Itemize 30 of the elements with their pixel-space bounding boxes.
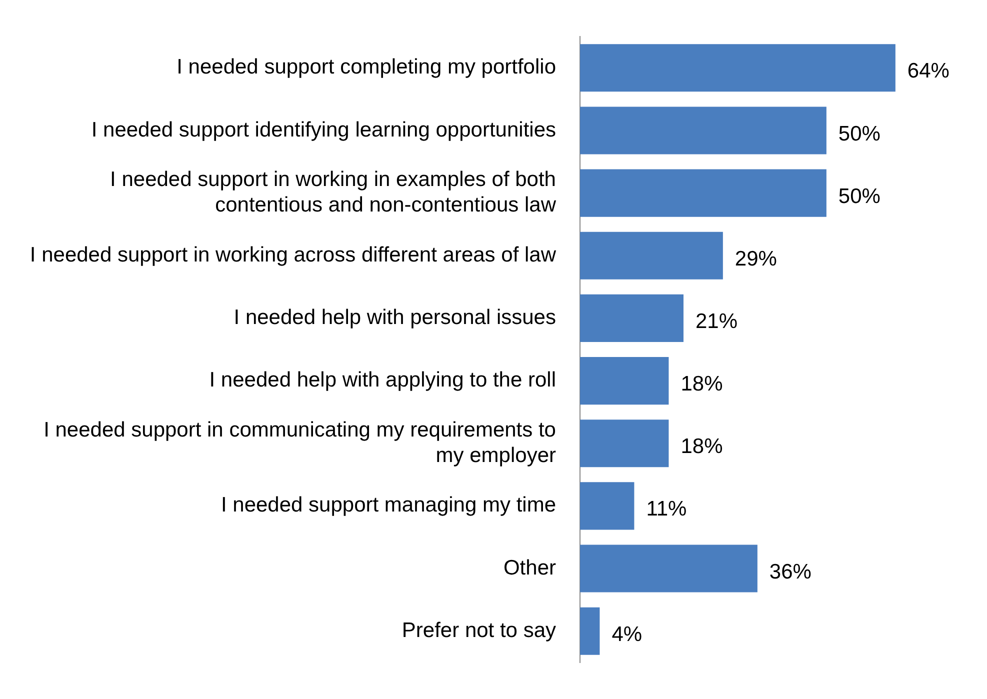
data-label: 64%: [907, 60, 950, 83]
y-tick-label: Prefer not to say: [402, 618, 556, 642]
bar: [580, 106, 826, 154]
y-tick-label: I needed support in working in examples of both contentious and non-contentious law: [110, 168, 557, 216]
bar: [580, 169, 826, 217]
bar: [580, 294, 684, 342]
bar: [580, 420, 669, 468]
bar: [580, 544, 758, 592]
y-tick-label: I needed support in working across different areas of law: [30, 243, 557, 266]
bar: [580, 357, 669, 405]
data-label: 50%: [838, 122, 880, 146]
y-tick-label: I needed support completing my portfolio: [176, 56, 556, 79]
y-tick-label: Other: [503, 556, 556, 580]
data-label: 11%: [646, 498, 687, 521]
data-label: 18%: [680, 435, 723, 458]
y-tick-label: I needed help with applying to the roll: [209, 368, 556, 392]
data-label: 21%: [696, 310, 738, 334]
bar: [580, 232, 723, 280]
data-label: 36%: [769, 560, 812, 584]
y-tick-label: I needed support managing my time: [220, 494, 556, 517]
data-label: 4%: [612, 622, 642, 646]
data-label: 18%: [680, 372, 723, 396]
data-label: 29%: [734, 247, 777, 270]
y-tick-label: I needed support identifying learning opportunities: [91, 118, 556, 142]
data-label: 50%: [838, 184, 880, 208]
y-tick-label: I needed help with personal issues: [234, 306, 556, 330]
bar: [580, 607, 600, 655]
bar: [580, 482, 634, 530]
bar: [580, 44, 896, 92]
y-tick-label: I needed support in communicating my requirements to my employer: [44, 418, 556, 467]
